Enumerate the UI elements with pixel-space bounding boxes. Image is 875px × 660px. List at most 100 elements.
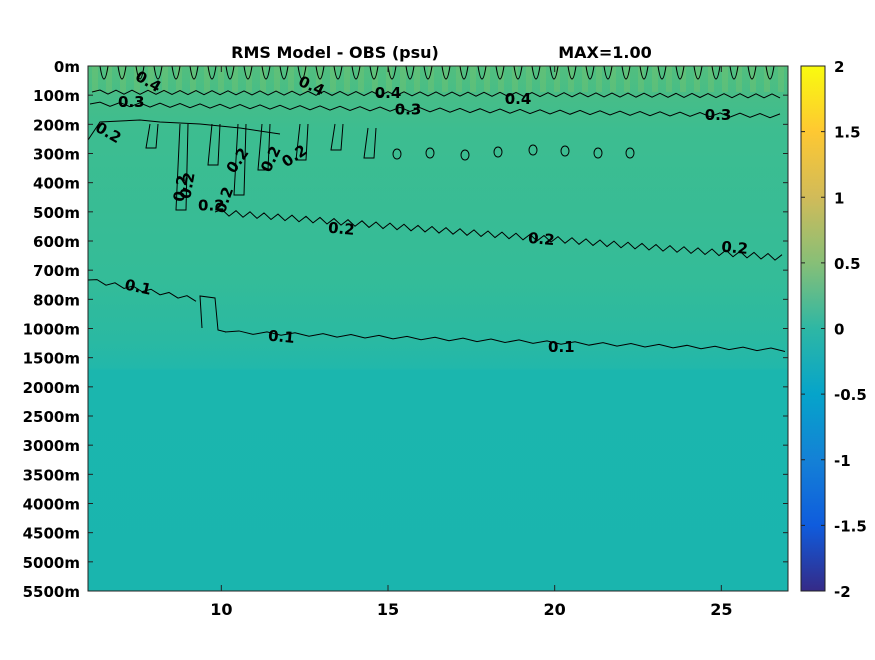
contour-loop: [261, 65, 271, 80]
contour-line: [89, 101, 781, 119]
y-tick-label: 4000m: [23, 496, 80, 514]
contour-loop: [593, 147, 603, 159]
contour-loop: [117, 65, 127, 80]
y-tick-label: 200m: [33, 116, 80, 134]
colorbar: 2 1.5 1 0.5 0 -0.5 -1 -1.5 -2: [800, 58, 867, 601]
y-tick-label: 5500m: [23, 583, 80, 601]
contour-loop: [560, 145, 570, 157]
contour-loop: [171, 65, 181, 80]
y-tick-label: 100m: [33, 87, 80, 105]
surface-stripe: [456, 66, 462, 92]
y-tick-label: 500m: [33, 204, 80, 222]
contour-loop: [135, 65, 145, 80]
contour-loop: [729, 65, 739, 80]
contour-loop: [392, 148, 402, 160]
contour-line: [87, 279, 197, 302]
contour-label: 0.3: [705, 106, 732, 124]
contour-line: [91, 89, 781, 99]
colorbar-tick-label: 2: [834, 58, 844, 76]
surface-stripe: [582, 66, 588, 92]
surface-stripe: [736, 66, 742, 92]
contour-label: 0.4: [375, 84, 402, 102]
surface-stripe: [274, 66, 280, 92]
contour-loop: [693, 65, 703, 80]
contour-line: [233, 123, 247, 196]
surface-stripe: [610, 66, 616, 92]
surface-stripe: [694, 66, 700, 92]
contour-line: [207, 123, 221, 166]
colorbar-tick-label: -1.5: [834, 517, 867, 535]
contour-loop: [493, 146, 503, 158]
surface-stripe: [778, 66, 784, 92]
contour-loop: [585, 65, 595, 80]
contour-loop: [369, 65, 379, 80]
contour-line: [295, 123, 309, 161]
heatmap-background: [88, 66, 788, 591]
chart-title: RMS Model - OBS (psu): [231, 43, 439, 62]
surface-stripe: [470, 66, 476, 92]
contour-loop: [405, 65, 415, 80]
surface-stripe: [246, 66, 252, 92]
contour-label: 0.2: [176, 171, 198, 200]
contour-loop: [711, 65, 721, 80]
colorbar-tick-label: 1: [834, 189, 844, 207]
contour-loop: [747, 65, 757, 80]
surface-stripe: [512, 66, 518, 92]
surface-stripe: [260, 66, 266, 92]
contour-loop: [297, 65, 307, 80]
x-tick-label: 10: [210, 600, 232, 619]
y-tick-label: 3500m: [23, 466, 80, 484]
contour-loop: [425, 147, 435, 159]
surface-stripe: [330, 66, 336, 92]
surface-stripe: [162, 66, 168, 92]
surface-stripe: [484, 66, 490, 92]
colorbar-tick-label: 0.5: [834, 255, 861, 273]
surface-stripe: [680, 66, 686, 92]
surface-stripe: [540, 66, 546, 92]
surface-stripe: [176, 66, 182, 92]
contour-line: [214, 208, 783, 261]
surface-stripe: [232, 66, 238, 92]
contour-loop: [279, 65, 289, 80]
colorbar-tick-label: -1: [834, 452, 851, 470]
contour-loop: [99, 65, 109, 80]
contour-loop: [459, 65, 469, 80]
surface-stripe: [400, 66, 406, 92]
surface-stripe: [526, 66, 532, 92]
contour-loop: [333, 65, 343, 80]
y-tick-label: 1000m: [23, 321, 80, 339]
contour-label: 0.2: [198, 197, 225, 215]
y-tick-label: 0m: [54, 58, 80, 76]
surface-stripe: [652, 66, 658, 92]
contour-loop: [243, 65, 253, 80]
x-axis: 10 15 20 25: [210, 66, 732, 619]
y-tick-label: 4500m: [23, 525, 80, 543]
surface-stripe: [302, 66, 308, 92]
y-tick-label: 700m: [33, 262, 80, 280]
surface-stripe: [204, 66, 210, 92]
contour-loop: [765, 65, 775, 80]
surface-stripe: [372, 66, 378, 92]
surface-stripe: [764, 66, 770, 92]
contour-loop: [495, 65, 505, 80]
contour-label: 0.3: [118, 93, 145, 111]
contour-line: [330, 123, 344, 151]
x-tick-label: 20: [544, 600, 566, 619]
contour-loop: [531, 65, 541, 80]
surface-stripe: [722, 66, 728, 92]
surface-stripe: [386, 66, 392, 92]
contour-loop: [528, 144, 538, 156]
contour-label: 0.2: [170, 174, 192, 203]
contour-loop: [657, 65, 667, 80]
contour-lines: [87, 65, 786, 352]
contour-loop: [351, 65, 361, 80]
y-tick-label: 600m: [33, 233, 80, 251]
colorbar-tick-label: 1.5: [834, 124, 861, 142]
contour-loop: [477, 65, 487, 80]
surface-stripe: [344, 66, 350, 92]
surface-stripe: [190, 66, 196, 92]
y-tick-label: 3000m: [23, 437, 80, 455]
surface-stripe: [120, 66, 126, 92]
max-annotation: MAX=1.00: [558, 43, 652, 62]
